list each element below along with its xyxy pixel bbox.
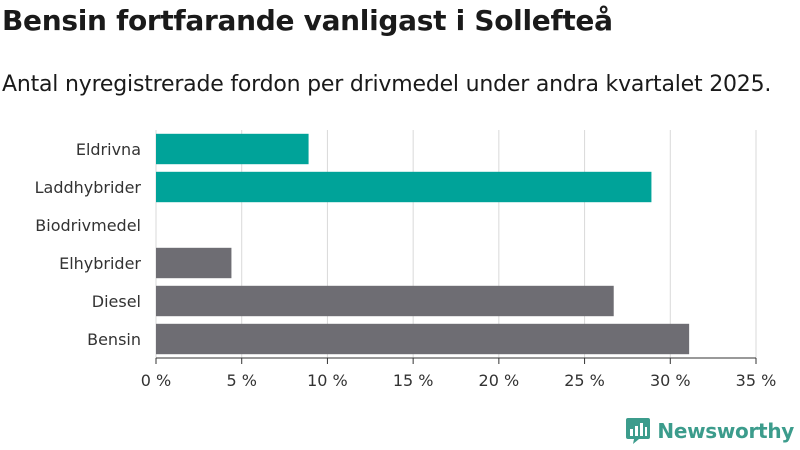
newsworthy-logo-text: Newsworthy (657, 419, 794, 443)
bar-diesel (156, 285, 614, 317)
category-label: Bensin (87, 330, 141, 349)
category-label: Biodrivmedel (35, 216, 141, 235)
newsworthy-logo: Newsworthy (625, 417, 794, 445)
bar-bensin (156, 323, 690, 355)
x-tick-label: 5 % (226, 371, 256, 390)
bar-laddhybrider (156, 171, 652, 203)
bar-elhybrider (156, 247, 232, 279)
x-tick-label: 25 % (564, 371, 605, 390)
x-tick-label: 10 % (307, 371, 348, 390)
chart-subtitle: Antal nyregistrerade fordon per drivmede… (2, 72, 772, 97)
category-label: Laddhybrider (35, 178, 142, 197)
chart-title: Bensin fortfarande vanligast i Sollefteå (2, 4, 613, 37)
bar-eldrivna (156, 133, 309, 165)
newsworthy-logo-icon (626, 418, 651, 444)
category-label: Elhybrider (59, 254, 141, 273)
category-label: Eldrivna (76, 140, 141, 159)
category-label: Diesel (92, 292, 141, 311)
x-tick-label: 35 % (736, 371, 777, 390)
x-tick-label: 30 % (650, 371, 691, 390)
x-tick-label: 0 % (141, 371, 171, 390)
x-tick-label: 15 % (393, 371, 434, 390)
x-tick-label: 20 % (479, 371, 520, 390)
